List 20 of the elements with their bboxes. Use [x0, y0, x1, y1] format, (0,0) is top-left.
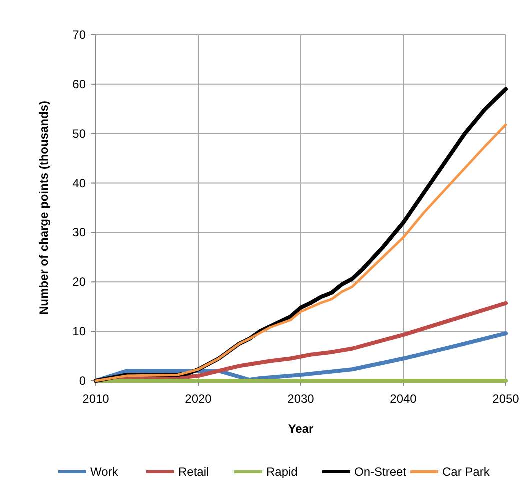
x-tick-label: 2040: [390, 392, 418, 406]
y-axis-title: Number of charge points (thousands): [37, 100, 51, 316]
y-tick-label: 30: [72, 226, 86, 240]
legend-label: Car Park: [442, 465, 491, 479]
legend-label: Retail: [178, 465, 210, 479]
x-tick-label: 2010: [82, 392, 110, 406]
y-tick-label: 50: [72, 126, 86, 141]
legend-label: On-Street: [354, 465, 408, 479]
y-tick-label: 0: [79, 374, 86, 388]
y-tick-label: 10: [72, 324, 86, 339]
x-tick-label: 2020: [185, 392, 212, 406]
legend-label: Rapid: [266, 465, 298, 479]
y-tick-label: 70: [72, 28, 86, 42]
y-tick-label: 20: [72, 275, 86, 290]
legend-label: Work: [90, 465, 120, 479]
x-axis-title: Year: [288, 422, 314, 436]
y-tick-label: 40: [72, 176, 86, 190]
x-tick-label: 2050: [492, 392, 520, 406]
y-tick-label: 60: [72, 77, 86, 92]
x-tick-label: 2030: [288, 392, 315, 406]
